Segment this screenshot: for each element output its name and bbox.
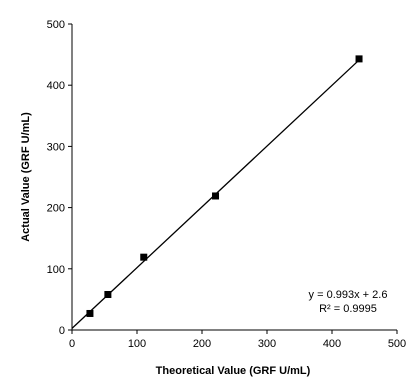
data-points bbox=[86, 55, 363, 317]
y-tick-label: 400 bbox=[47, 80, 65, 92]
data-point bbox=[86, 309, 94, 317]
y-tick-label: 200 bbox=[47, 203, 65, 215]
y-tick-label: 300 bbox=[47, 141, 65, 153]
y-tick-label: 100 bbox=[47, 264, 65, 276]
x-tick-label: 200 bbox=[193, 338, 211, 350]
data-point bbox=[104, 291, 112, 299]
x-tick-label: 400 bbox=[323, 338, 341, 350]
regression-equation: y = 0.993x + 2.6 bbox=[309, 289, 388, 301]
data-point bbox=[212, 192, 220, 200]
x-axis-title: Theoretical Value (GRF U/mL) bbox=[156, 365, 311, 377]
data-point bbox=[355, 55, 363, 63]
x-ticks: 0 100 200 300 400 500 bbox=[69, 330, 406, 350]
x-tick-label: 300 bbox=[258, 338, 276, 350]
y-tick-label: 500 bbox=[47, 19, 65, 31]
y-ticks: 0 100 200 300 400 500 bbox=[47, 19, 72, 337]
y-axis-title: Actual Value (GRF U/mL) bbox=[20, 112, 32, 242]
r-squared-label: R² = 0.9995 bbox=[319, 303, 377, 315]
data-point bbox=[140, 253, 148, 261]
y-tick-label: 0 bbox=[59, 325, 65, 337]
x-tick-label: 500 bbox=[388, 338, 406, 350]
axes bbox=[71, 24, 397, 331]
x-tick-label: 100 bbox=[128, 338, 146, 350]
x-tick-label: 0 bbox=[69, 338, 75, 350]
